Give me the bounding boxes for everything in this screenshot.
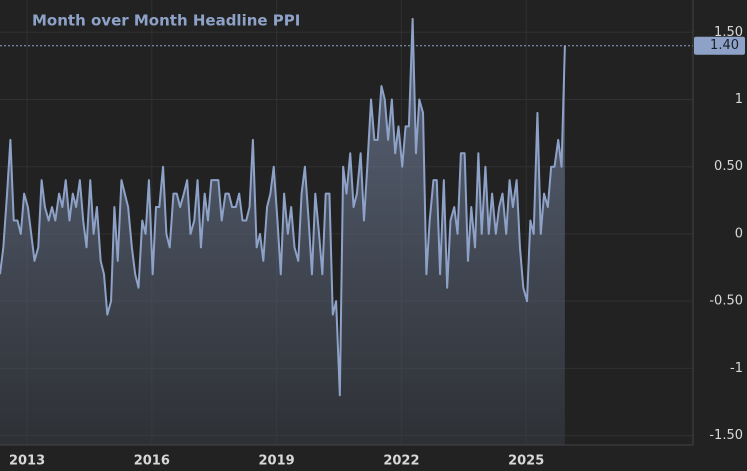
line <box>0 17 566 397</box>
y-tick-label: -0.50 <box>709 294 743 309</box>
chart-title: Month over Month Headline PPI <box>32 12 300 30</box>
y-tick-label: 1 <box>735 92 743 107</box>
x-tick-label: 2019 <box>259 454 295 469</box>
area <box>0 18 565 445</box>
y-tick-label: 1.50 <box>714 25 743 40</box>
y-tick-label: -1.50 <box>709 428 743 443</box>
x-tick-label: 2025 <box>508 454 544 469</box>
x-tick-label: 2016 <box>134 454 170 469</box>
y-tick-label: -1 <box>730 361 743 376</box>
plot <box>0 17 693 445</box>
x-tick-label: 2022 <box>383 454 419 469</box>
y-tick-label: 0 <box>735 226 743 241</box>
last-value-badge <box>694 36 745 55</box>
y-tick-label: 0.50 <box>714 159 743 174</box>
last-value-label: 1.40 <box>710 38 739 53</box>
x-tick-label: 2013 <box>9 454 45 469</box>
